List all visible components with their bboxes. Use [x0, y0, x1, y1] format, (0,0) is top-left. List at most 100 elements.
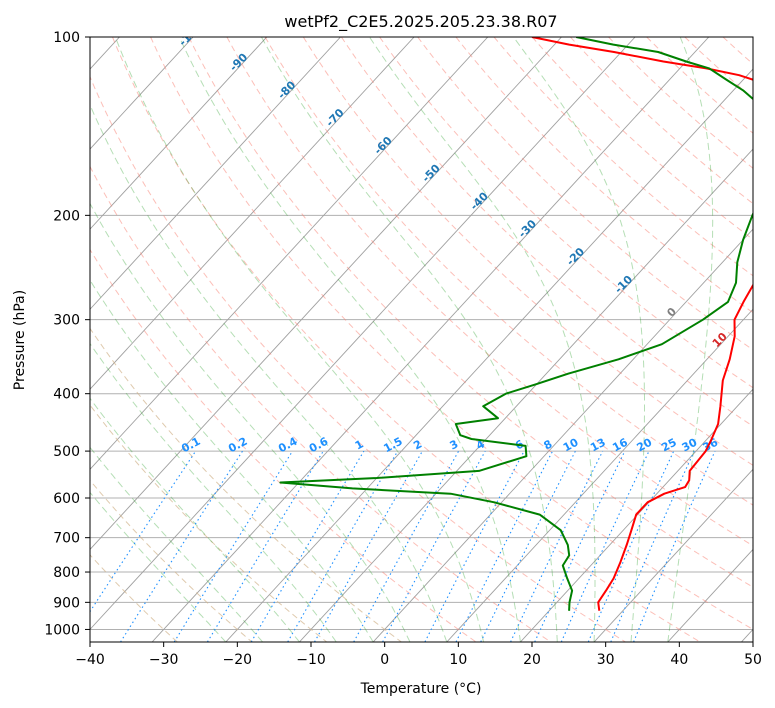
- mixing-ratio-label: 1.5: [381, 435, 404, 456]
- mixing-ratio-label: 16: [610, 436, 630, 455]
- isotherm-line: [225, 68, 753, 642]
- y-tick-label: 200: [53, 208, 80, 224]
- dry-adiabat-line: [302, 37, 753, 466]
- temperature-profile: [531, 37, 753, 611]
- mixing-ratio-label: 0.1: [179, 435, 202, 456]
- isotherm-line: [151, 37, 710, 642]
- isotherm-label: -80: [275, 78, 298, 101]
- mixing-ratio-line: [250, 450, 365, 642]
- mixing-ratio-line: [120, 450, 243, 642]
- dry-adiabat-line: [90, 75, 626, 642]
- dry-adiabat-line: [722, 37, 753, 65]
- y-tick-label: 500: [53, 444, 80, 460]
- y-tick-label: 900: [53, 595, 80, 611]
- isotherm-label: -20: [564, 245, 587, 268]
- dry-adiabat-line: [90, 248, 477, 642]
- isotherm-line: [90, 37, 489, 470]
- x-tick-label: 20: [523, 652, 541, 668]
- mixing-ratio-label: 30: [680, 436, 700, 455]
- dry-adiabat-line: [570, 37, 753, 205]
- x-tick-label: 50: [744, 652, 762, 668]
- mixing-ratio-line: [90, 450, 197, 613]
- moist-adiabat-line: [90, 202, 411, 642]
- isotherm-line: [90, 37, 636, 631]
- x-tick-label: 30: [597, 652, 615, 668]
- isotherm-label: -30: [516, 217, 539, 240]
- y-tick-label: 300: [53, 313, 80, 329]
- mixing-ratio-line: [587, 450, 675, 642]
- y-tick-label: 700: [53, 531, 80, 547]
- isotherm-label: -10: [612, 273, 635, 296]
- mixing-ratio-line: [206, 450, 324, 642]
- isotherm-line: [90, 37, 194, 150]
- moist-adiabat-line: [90, 342, 337, 642]
- isotherm-line: [593, 468, 753, 642]
- mixing-ratio-label: 13: [588, 436, 608, 455]
- x-tick-label: −40: [75, 652, 105, 668]
- mixing-ratio-label: 0.2: [226, 435, 249, 456]
- moist-adiabat-line: [90, 397, 300, 642]
- y-axis-title: Pressure (hPa): [12, 290, 28, 390]
- y-tick-label: 800: [53, 565, 80, 581]
- y-tick-label: 100: [53, 30, 80, 46]
- mixing-ratio-line: [633, 450, 716, 642]
- x-tick-label: −20: [223, 652, 253, 668]
- moist-adiabat-line: [667, 37, 714, 642]
- dry-adiabat-line: [90, 327, 402, 642]
- isotherm-label: -40: [468, 189, 491, 212]
- dry-adiabat-line: [379, 37, 753, 389]
- dry-adiabat-line: [90, 165, 552, 642]
- y-tick-label: 400: [53, 387, 80, 403]
- isotherm-line: [372, 228, 753, 642]
- isotherm-line: [90, 37, 341, 310]
- isotherm-line: [520, 388, 753, 642]
- dry-adiabat-line: [608, 37, 753, 169]
- isotherm-line: [446, 308, 753, 642]
- x-tick-label: −10: [296, 652, 326, 668]
- mixing-ratio-line: [534, 450, 626, 642]
- dry-adiabat-line: [684, 37, 753, 99]
- isoline-labels: 0.1 0.2 0.4 0.6 1 1.5 2 3 4 6 8 10 13 16 20 25 30 36-100-…: [176, 20, 775, 456]
- x-tick-label: 0: [380, 652, 389, 668]
- mixing-ratio-line: [353, 450, 460, 642]
- dry-adiabat-line: [340, 37, 753, 427]
- dry-adiabat-line: [188, 37, 753, 588]
- dry-adiabat-line: [112, 37, 701, 642]
- isotherm-label: -60: [372, 134, 395, 157]
- moist-adiabat-line: [90, 103, 448, 642]
- isotherm-line: [90, 37, 562, 551]
- dry-adiabat-line: [226, 37, 753, 547]
- x-axis-title: Temperature (°C): [360, 681, 482, 697]
- mixing-ratio-line: [560, 450, 650, 642]
- mixing-ratio-label: 10: [561, 436, 581, 455]
- y-tick-label: 1000: [44, 622, 80, 638]
- isotherm-label: -90: [227, 50, 250, 73]
- x-tick-label: 10: [449, 652, 467, 668]
- dewpoint-profile: [279, 37, 753, 611]
- moist-adiabat-line: [178, 37, 521, 642]
- mixing-ratio-line: [510, 450, 604, 642]
- moist-adiabat-line: [90, 491, 227, 642]
- dry-adiabat-line: [90, 404, 328, 642]
- moist-adiabat-line: [513, 37, 645, 642]
- isotherm-label: -50: [420, 162, 443, 185]
- mixing-ratio-label: 20: [635, 436, 655, 455]
- isotherm-line: [90, 37, 268, 230]
- moist-adiabat-line: [114, 37, 485, 642]
- x-tick-label: 40: [670, 652, 688, 668]
- mixing-ratio-label: 8: [542, 437, 555, 452]
- isotherm-label: -100: [176, 20, 205, 49]
- dry-adiabat-line: [455, 37, 753, 314]
- mixing-ratio-label: 25: [659, 436, 679, 455]
- plot-frame: [89, 36, 754, 643]
- mixing-ratio-line: [382, 450, 486, 642]
- y-tick-label: 600: [53, 491, 80, 507]
- moist-adiabat-line: [90, 446, 263, 642]
- axes: −40 −30 −20 −10 0 10 20 30 40 50 100 200 300 400 500 60…: [44, 30, 762, 668]
- moist-adiabat-line: [90, 279, 374, 642]
- background-grid: [90, 37, 753, 642]
- isotherm-label: 20: [758, 358, 775, 378]
- dry-adiabat-line: [417, 37, 753, 351]
- isotherm-line: [90, 37, 415, 390]
